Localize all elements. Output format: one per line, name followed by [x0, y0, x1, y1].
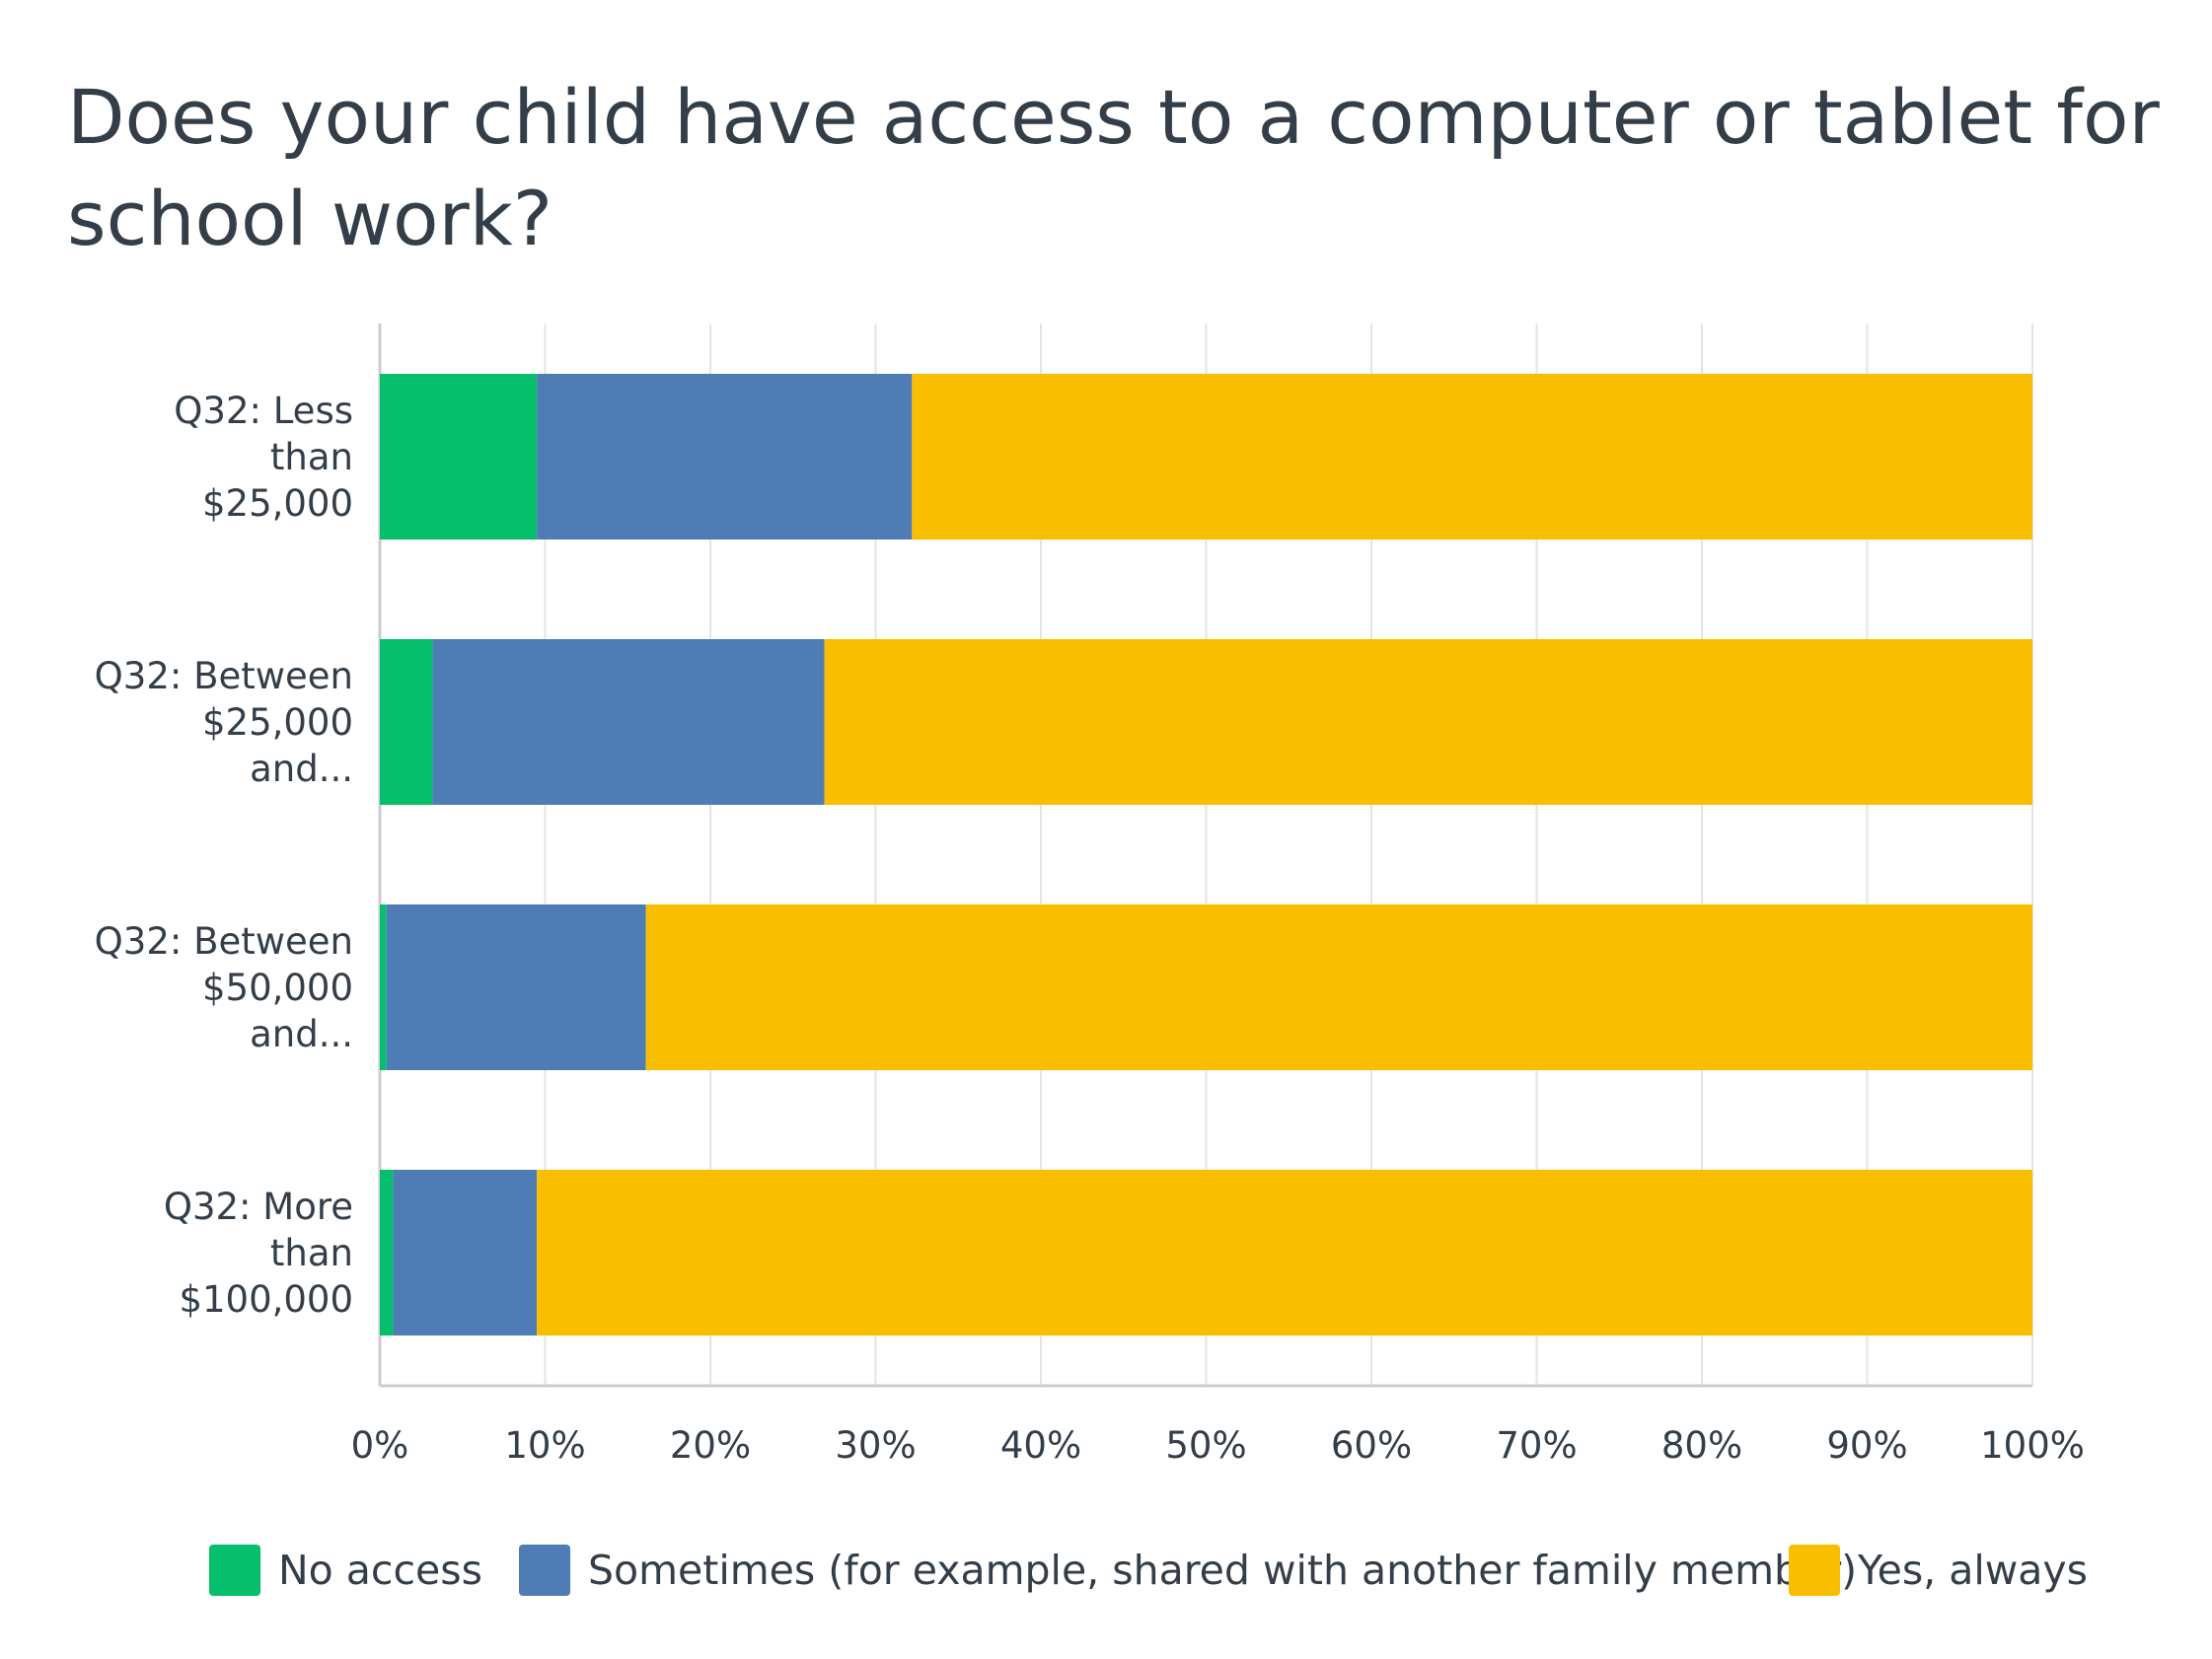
legend-label: Sometimes (for example, shared with anot… [588, 1547, 1857, 1594]
bar-segment [380, 374, 538, 540]
bar-segment [824, 639, 2033, 805]
x-tick-label: 30% [835, 1424, 916, 1467]
legend-label: Yes, always [1857, 1547, 2088, 1594]
category-label: $25,000 [202, 701, 353, 744]
category-label: Q32: More [164, 1186, 353, 1228]
x-tick-label: 50% [1165, 1424, 1246, 1467]
x-tick-label: 0% [351, 1424, 409, 1467]
category-label: Q32: Less [174, 390, 353, 432]
legend-item: Sometimes (for example, shared with anot… [519, 1545, 1857, 1596]
legend: No access Sometimes (for example, shared … [209, 1545, 2088, 1596]
x-tick-label: 40% [1000, 1424, 1081, 1467]
category-label: $50,000 [202, 967, 353, 1009]
x-tick-label: 80% [1661, 1424, 1742, 1467]
legend-swatch [519, 1545, 570, 1596]
x-tick-label: 60% [1331, 1424, 1412, 1467]
bar-segment [912, 374, 2032, 540]
bar-segment [380, 904, 387, 1070]
bar-segment [386, 904, 646, 1070]
legend-label: No access [278, 1547, 482, 1594]
x-tick-label: 10% [504, 1424, 585, 1467]
bar-segment [537, 1170, 2032, 1335]
x-tick-label: 20% [670, 1424, 751, 1467]
category-label: and... [250, 748, 353, 790]
bar-segment [432, 639, 825, 805]
legend-swatch [1789, 1545, 1840, 1596]
bar-segment [380, 639, 433, 805]
x-tick-label: 90% [1826, 1424, 1907, 1467]
chart-title-line: Does your child have access to a compute… [67, 73, 2161, 161]
category-label: $25,000 [202, 482, 353, 525]
category-label: than [270, 1232, 353, 1274]
chart-title: Does your child have access to a compute… [67, 73, 2161, 262]
bars [380, 374, 2033, 1335]
x-tick-label: 70% [1496, 1424, 1577, 1467]
x-tick-label: 100% [1980, 1424, 2085, 1467]
category-label: Q32: Between [95, 920, 353, 963]
category-label: Q32: Between [95, 655, 353, 697]
category-label: than [270, 436, 353, 478]
bar-segment [380, 1170, 394, 1335]
bar-segment [645, 904, 2032, 1070]
bar-segment [537, 374, 913, 540]
category-label: $100,000 [179, 1278, 353, 1321]
bar-segment [393, 1170, 538, 1335]
category-label: and... [250, 1013, 353, 1055]
legend-item: Yes, always [1789, 1545, 2088, 1596]
x-tick-labels: 0% 10% 20% 30% 40% 50% 60% 70% 80% 90% 100% [351, 1424, 2085, 1467]
chart-title-line: school work? [67, 175, 553, 262]
legend-item: No access [209, 1545, 482, 1596]
legend-swatch [209, 1545, 260, 1596]
